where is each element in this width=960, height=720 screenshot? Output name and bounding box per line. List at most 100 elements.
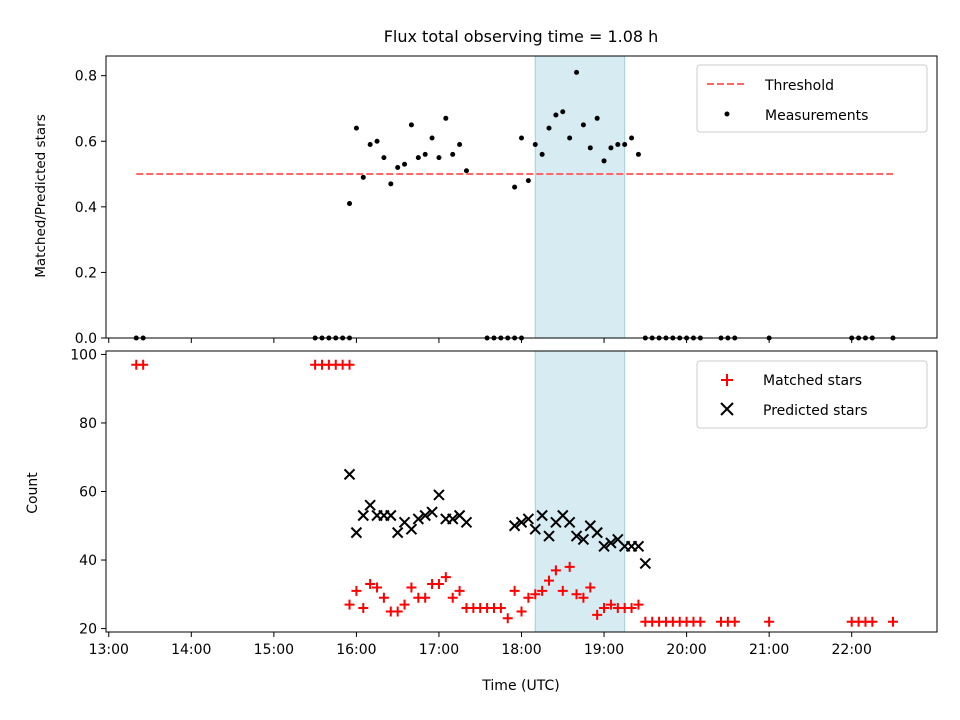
x-tick-label: 20:00 <box>666 642 706 658</box>
measurement-point <box>574 69 580 75</box>
x-tick-label: 14:00 <box>171 642 211 658</box>
legend-matched-swatch <box>721 374 733 386</box>
matched-star-point <box>633 599 644 610</box>
predicted-star-point <box>426 506 438 518</box>
panel-ratio: 0.0 0.2 0.4 0.6 0.8 Flux total observing tim… <box>33 27 938 347</box>
measurement-point <box>532 142 538 148</box>
y-ticks-top: 0.0 0.2 0.4 0.6 0.8 <box>75 69 106 347</box>
predicted-star-point <box>598 540 610 553</box>
predicted-star-point <box>577 533 590 546</box>
matched-star-point <box>454 585 465 596</box>
predicted-star-point <box>605 537 617 549</box>
matched-star-point <box>516 606 527 617</box>
measurement-point <box>512 184 518 190</box>
legend-threshold-label: Threshold <box>764 78 834 94</box>
matched-star-point <box>344 599 355 610</box>
matched-star-point <box>358 603 369 614</box>
y-tick-label: 0.0 <box>75 331 97 347</box>
panel-counts: 20 40 60 80 100 13:00 14:00 15:00 16:00 17:00 18:… <box>25 347 938 694</box>
measurement-point <box>360 174 366 180</box>
x-ticks-top <box>108 338 853 343</box>
matched-star-point <box>729 616 740 627</box>
measurement-point <box>367 142 373 148</box>
measurement-point <box>546 125 552 131</box>
y-ticks-bottom: 20 40 60 80 100 <box>70 347 106 638</box>
x-tick-label: 21:00 <box>749 642 789 658</box>
measurement-point <box>567 135 573 141</box>
measurement-point <box>525 178 531 184</box>
matched-star-point <box>440 572 451 583</box>
measurement-point <box>622 142 628 148</box>
matched-star-point <box>867 616 878 627</box>
matched-star-point <box>378 592 389 603</box>
measurement-point <box>395 164 401 170</box>
matched-star-point <box>599 603 610 614</box>
measurement-point <box>463 168 469 174</box>
measurement-point <box>415 155 421 161</box>
predicted-star-point <box>357 509 369 522</box>
chart-title: Flux total observing time = 1.08 h <box>384 27 659 46</box>
predicted-star-point <box>433 489 445 501</box>
measurement-point <box>408 122 414 128</box>
measurement-point <box>539 151 545 157</box>
legend-matched-label: Matched stars <box>763 373 862 389</box>
matched-star-point <box>344 359 355 370</box>
matched-star-point <box>365 579 376 590</box>
y-tick-label: 100 <box>70 347 97 363</box>
measurement-point <box>347 201 353 207</box>
measurement-point <box>553 112 559 118</box>
matched-star-point <box>509 585 520 596</box>
matched-star-point <box>564 561 575 572</box>
y-tick-label: 0.2 <box>75 265 97 281</box>
predicted-star-point <box>563 516 576 529</box>
measurement-point <box>615 142 621 148</box>
matched-star-point <box>695 616 706 627</box>
legend-measurements-swatch <box>724 111 730 117</box>
legend-bottom: Matched stars Predicted stars <box>696 360 928 429</box>
x-tick-label: 13:00 <box>89 642 129 658</box>
measurement-point <box>587 145 593 151</box>
predicted-star-point <box>419 509 431 522</box>
measurement-point <box>519 135 524 141</box>
measurement-point <box>402 161 408 167</box>
predicted-star-point <box>515 516 528 529</box>
measurement-point <box>450 151 456 157</box>
matched-star-point <box>406 582 417 593</box>
predicted-star-point <box>570 530 583 542</box>
legend-top: Threshold Measurements <box>696 64 928 133</box>
matched-star-point <box>537 585 548 596</box>
measurement-point <box>353 125 359 131</box>
legend-box-bottom <box>696 360 928 429</box>
matched-star-point <box>626 603 637 614</box>
matched-star-point <box>530 589 541 600</box>
matched-star-point <box>138 359 149 370</box>
matched-star-point <box>447 592 458 603</box>
measurement-point <box>594 115 600 121</box>
measurement-point <box>374 138 380 144</box>
legend-predicted-label: Predicted stars <box>763 403 868 419</box>
matched-star-point <box>605 599 616 610</box>
matched-star-point <box>399 599 410 610</box>
matched-star-point <box>557 585 568 596</box>
matched-star-point <box>433 579 444 590</box>
predicted-star-point <box>522 513 535 525</box>
y-tick-label: 20 <box>79 622 97 638</box>
predicted-star-point <box>632 540 645 553</box>
matched-star-point <box>420 592 431 603</box>
measurement-point <box>388 181 394 187</box>
matched-star-point <box>571 589 582 600</box>
measurement-point <box>429 135 435 141</box>
x-tick-label: 17:00 <box>419 642 459 658</box>
highlight-span-top <box>534 55 626 339</box>
matched-star-point <box>544 575 555 586</box>
y-axis-label-bottom: Count <box>25 472 41 514</box>
predicted-star-point <box>405 523 418 535</box>
measurement-point <box>560 109 566 115</box>
axes-frame-top <box>105 55 938 339</box>
marks-bottom <box>131 359 898 627</box>
legend-box-top <box>696 64 928 133</box>
x-axis-label: Time (UTC) <box>481 678 559 694</box>
predicted-star-point <box>591 526 603 539</box>
matched-star-point <box>392 606 403 617</box>
